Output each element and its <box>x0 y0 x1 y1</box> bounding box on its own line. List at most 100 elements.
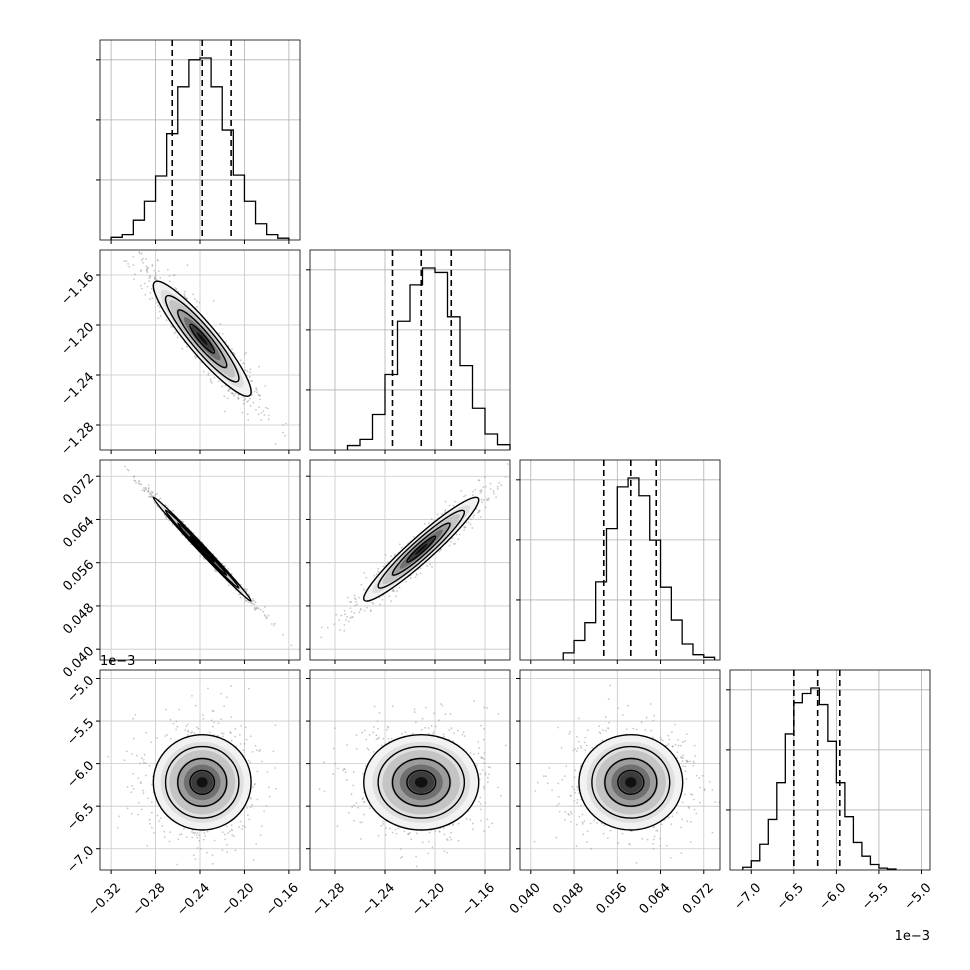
sample-point <box>415 855 417 858</box>
sample-point <box>234 393 237 395</box>
sample-point <box>199 555 202 557</box>
sample-point <box>220 718 223 721</box>
sample-point <box>483 762 486 764</box>
sample-point <box>282 633 284 636</box>
sample-point <box>496 485 499 488</box>
sample-point <box>118 815 120 818</box>
sample-point <box>175 728 178 731</box>
sample-point <box>651 872 653 874</box>
sample-point <box>377 570 380 573</box>
sample-point <box>149 823 151 825</box>
sample-point <box>367 748 370 751</box>
sample-point <box>285 422 287 425</box>
sample-point <box>334 763 337 765</box>
sample-point <box>498 481 501 484</box>
sample-point <box>372 751 375 753</box>
hist-step-2 <box>562 477 716 660</box>
sample-point <box>246 401 248 403</box>
sample-point <box>432 731 435 734</box>
sample-point <box>238 733 241 736</box>
sample-point <box>520 457 522 459</box>
sample-point <box>163 836 166 838</box>
sample-point <box>349 600 351 603</box>
sample-point <box>239 596 242 599</box>
sample-point <box>282 431 284 434</box>
sample-point <box>187 734 189 736</box>
sample-point <box>464 526 467 528</box>
sample-point <box>372 731 375 734</box>
contour-2 <box>177 522 228 576</box>
sample-point <box>412 536 415 538</box>
sample-point <box>253 599 255 602</box>
sample-point <box>130 753 133 755</box>
sample-point <box>491 822 494 825</box>
panel-frame <box>309 669 511 871</box>
sample-point <box>457 538 460 541</box>
sample-point <box>604 716 607 718</box>
sample-point <box>342 769 344 772</box>
sample-point <box>441 704 444 707</box>
sample-point <box>301 741 303 743</box>
sample-point <box>240 725 243 727</box>
sample-point <box>363 813 365 816</box>
sample-point <box>393 590 395 592</box>
sample-point <box>233 353 236 356</box>
sample-point <box>352 784 355 787</box>
sample-point <box>484 506 487 509</box>
sample-point <box>159 497 162 500</box>
sample-point <box>506 463 509 465</box>
sample-point <box>404 731 407 734</box>
sample-point <box>384 554 387 556</box>
sample-point <box>271 623 273 625</box>
sample-point <box>146 271 149 274</box>
sample-point <box>178 708 181 711</box>
sample-point <box>136 754 138 757</box>
sample-point <box>677 744 680 747</box>
sample-point <box>220 732 223 734</box>
sample-point <box>148 298 151 301</box>
sample-point <box>151 297 154 300</box>
sample-point <box>147 797 149 800</box>
sample-point <box>248 818 251 821</box>
sample-point <box>395 832 398 835</box>
sample-point <box>419 567 422 570</box>
sample-point <box>158 820 160 823</box>
hist-panel-0 <box>96 39 301 241</box>
sample-point <box>682 756 684 759</box>
sample-point <box>391 590 394 593</box>
sample-point <box>210 719 213 722</box>
sample-point <box>230 716 233 718</box>
sample-point <box>164 735 167 737</box>
sample-point <box>473 514 475 517</box>
sample-point <box>145 265 148 268</box>
sample-point <box>465 817 468 820</box>
sample-point <box>358 611 361 614</box>
sample-point <box>354 604 356 607</box>
sample-point <box>446 851 448 854</box>
sample-point <box>140 808 143 811</box>
sample-point <box>184 729 187 732</box>
sample-point <box>234 849 237 852</box>
hist-panel-2 <box>516 459 721 661</box>
sample-point <box>504 476 507 478</box>
sample-point <box>431 846 434 849</box>
sample-point <box>583 820 586 822</box>
sample-point <box>617 707 620 710</box>
sample-point <box>229 731 232 734</box>
sample-point <box>245 738 248 741</box>
sample-point <box>377 567 379 570</box>
sample-point <box>693 798 696 801</box>
sample-point <box>321 626 323 629</box>
sample-point <box>237 396 240 399</box>
sample-point <box>190 731 192 734</box>
sample-point <box>476 764 479 767</box>
sample-point <box>390 737 393 740</box>
sample-point <box>233 835 235 837</box>
sample-point <box>142 761 145 764</box>
sample-point <box>132 264 135 266</box>
sample-point <box>221 385 224 388</box>
sample-point <box>387 738 390 740</box>
sample-point <box>496 487 499 490</box>
sample-point <box>478 510 480 513</box>
